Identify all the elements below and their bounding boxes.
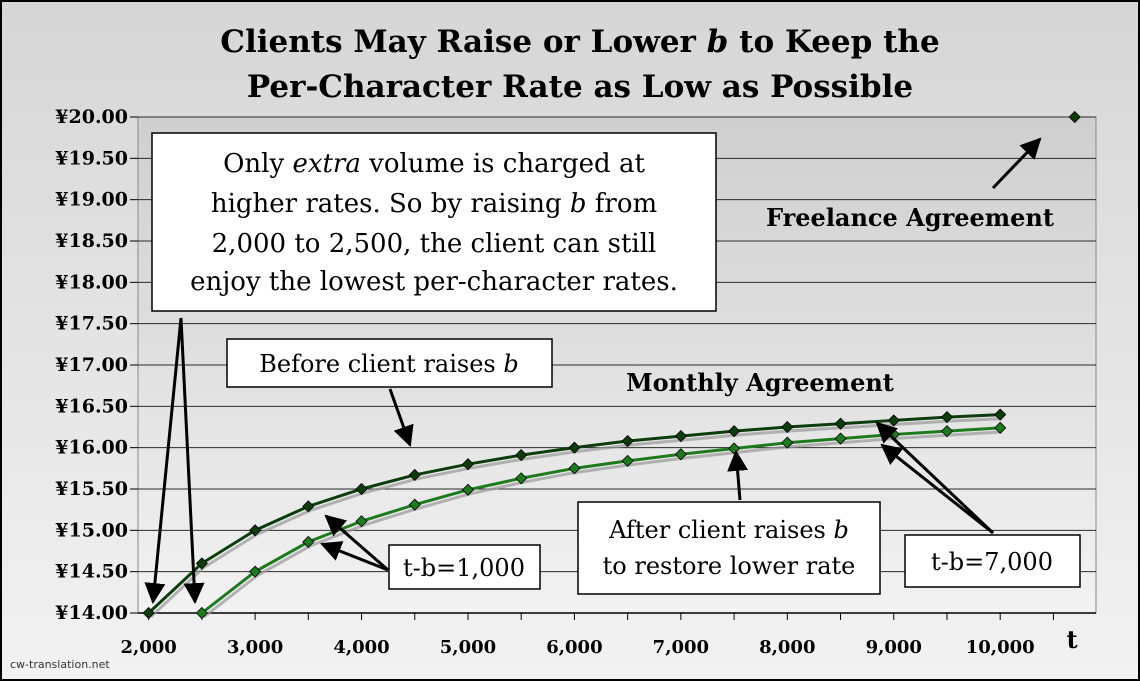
arrow-tb1000-upper bbox=[324, 514, 389, 572]
svg-text:enjoy the lowest per-character: enjoy the lowest per-character rates. bbox=[190, 267, 678, 297]
x-tick-label: 10,000 bbox=[966, 637, 1035, 658]
y-tick-label: ¥18.50 bbox=[55, 230, 128, 252]
data-point bbox=[249, 565, 262, 578]
y-tick-label: ¥19.00 bbox=[55, 189, 128, 211]
data-point bbox=[781, 436, 794, 449]
y-tick-label: ¥18.00 bbox=[55, 271, 128, 293]
data-point bbox=[408, 468, 421, 482]
arrow-tb7000-upper bbox=[875, 421, 995, 535]
data-point bbox=[940, 411, 954, 424]
annotation-tb1000: t-b=1,000 bbox=[388, 544, 541, 590]
data-point bbox=[994, 421, 1007, 434]
annotation-before: Before client raises b bbox=[226, 338, 553, 388]
data-point bbox=[302, 500, 315, 513]
annotation-tb7000: t-b=7,000 bbox=[904, 534, 1081, 588]
x-tick-label: 3,000 bbox=[227, 637, 283, 658]
x-tick-label: 5,000 bbox=[440, 637, 496, 658]
data-point bbox=[940, 425, 954, 438]
y-tick-label: ¥15.50 bbox=[55, 478, 128, 500]
y-tick-label: ¥16.00 bbox=[55, 437, 128, 459]
svg-text:Only extra volume is charged a: Only extra volume is charged at bbox=[223, 149, 645, 179]
y-tick-label: ¥17.00 bbox=[55, 354, 128, 376]
y-tick-label: ¥20.00 bbox=[55, 106, 128, 128]
x-tick-label: 7,000 bbox=[653, 637, 709, 658]
y-tick-label: ¥16.50 bbox=[55, 395, 128, 417]
x-tick-label: 9,000 bbox=[866, 637, 922, 658]
x-tick-label: 8,000 bbox=[759, 637, 815, 658]
data-point bbox=[994, 408, 1007, 421]
data-point bbox=[568, 441, 581, 454]
data-point bbox=[408, 498, 421, 511]
data-point bbox=[515, 472, 528, 485]
data-point bbox=[621, 454, 634, 467]
data-point bbox=[195, 557, 208, 570]
arrow-freelance bbox=[991, 137, 1042, 190]
arrow-big-note-left bbox=[144, 317, 183, 605]
series-1 bbox=[142, 408, 1007, 620]
svg-text:higher rates. So by raising b: higher rates. So by raising b from bbox=[211, 189, 657, 219]
annotation-arrows bbox=[144, 137, 1042, 605]
chart-title-line-2: Per-Character Rate as Low as Possible bbox=[247, 69, 913, 105]
svg-text:Before client raises b: Before client raises b bbox=[259, 350, 519, 378]
data-point bbox=[674, 430, 687, 443]
svg-text:t-b=1,000: t-b=1,000 bbox=[403, 554, 525, 582]
data-point bbox=[195, 606, 208, 620]
y-tick-label: ¥14.00 bbox=[55, 602, 128, 624]
arrow-big-note-right bbox=[179, 317, 205, 605]
x-axis-label: t bbox=[1066, 625, 1077, 654]
data-point bbox=[461, 483, 475, 496]
series-label-freelance: Freelance Agreement bbox=[766, 203, 1054, 232]
svg-text:After client raises b: After client raises b bbox=[608, 516, 849, 544]
x-tick-label: 6,000 bbox=[546, 637, 602, 658]
data-point bbox=[674, 448, 687, 461]
y-tick-label: ¥17.50 bbox=[55, 313, 128, 335]
data-point bbox=[568, 462, 581, 475]
data-point bbox=[249, 524, 262, 537]
data-point bbox=[834, 432, 847, 445]
data-point bbox=[834, 417, 847, 430]
credit-text: cw-translation.net bbox=[10, 658, 110, 671]
data-point bbox=[515, 449, 528, 462]
y-tick-label: ¥14.50 bbox=[55, 561, 128, 583]
y-axis-tick-labels: ¥14.00 ¥14.50 ¥15.00 ¥15.50 ¥16.00 ¥16.50 ¥17.… bbox=[55, 106, 128, 624]
svg-text:2,000 to 2,500, the client can: 2,000 to 2,500, the client can still bbox=[212, 229, 657, 259]
arrow-tb1000-lower bbox=[320, 541, 389, 572]
data-point bbox=[728, 425, 741, 438]
data-point bbox=[302, 535, 315, 548]
data-point bbox=[781, 420, 794, 434]
data-point bbox=[1068, 110, 1081, 124]
arrow-tb7000-lower bbox=[880, 443, 994, 535]
y-tick-label: ¥15.00 bbox=[55, 519, 128, 541]
annotation-big-note: Only extra volume is charged at higher r… bbox=[151, 132, 717, 312]
svg-text:t-b=7,000: t-b=7,000 bbox=[931, 548, 1053, 576]
data-point bbox=[142, 606, 155, 620]
y-tick-label: ¥19.50 bbox=[55, 147, 128, 169]
x-axis-tick-labels: 2,000 3,000 4,000 5,000 6,000 7,000 8,000 9,000… bbox=[120, 637, 1034, 658]
annotation-after: After client raises b to restore lower r… bbox=[577, 501, 881, 595]
data-point bbox=[621, 434, 634, 448]
arrow-after bbox=[727, 449, 749, 501]
series-label-monthly: Monthly Agreement bbox=[626, 368, 894, 397]
data-point bbox=[461, 458, 475, 471]
data-point bbox=[355, 515, 368, 528]
arrow-before bbox=[388, 388, 414, 447]
series-3 bbox=[1068, 110, 1081, 124]
svg-text:to restore lower rate: to restore lower rate bbox=[603, 552, 856, 580]
data-point bbox=[355, 482, 368, 496]
chart-title-line-1: Clients May Raise or Lower b to Keep the bbox=[220, 24, 939, 60]
x-tick-label: 4,000 bbox=[333, 637, 389, 658]
x-tick-label: 2,000 bbox=[120, 637, 176, 658]
